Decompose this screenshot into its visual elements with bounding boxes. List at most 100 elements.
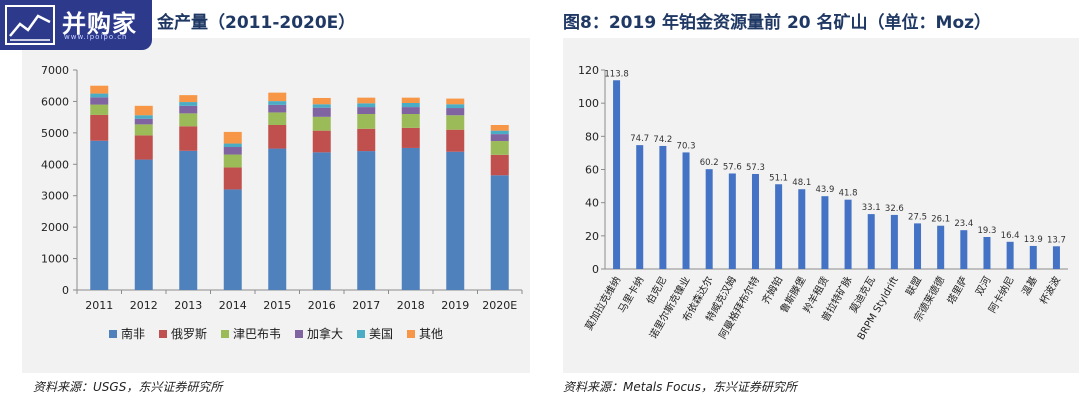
bar-data-label: 57.3 [746, 163, 765, 173]
stacked-bar-segment [134, 124, 153, 136]
stacked-bar-segment [90, 85, 109, 94]
stacked-bar-segment [312, 130, 331, 153]
bar-data-label: 70.3 [677, 141, 696, 151]
stacked-bar-segment [357, 151, 376, 290]
legend-label: 加拿大 [307, 327, 344, 341]
stacked-bar-segment [90, 104, 109, 115]
stacked-bar-segment [223, 189, 242, 290]
stacked-bar-segment [312, 104, 331, 108]
x-tick-label: 2020E [482, 299, 517, 312]
legend-label: 美国 [369, 327, 394, 341]
legend-label: 南非 [120, 327, 145, 341]
legend-item: 俄罗斯 [158, 325, 207, 342]
stacked-bar-segment [90, 97, 109, 105]
stacked-bar-segment [134, 159, 153, 290]
stacked-bar-segment [401, 147, 420, 290]
y-tick-label: 120 [578, 64, 599, 77]
legend-item: 南非 [108, 325, 145, 342]
stacked-bar-segment [90, 93, 109, 98]
legend-item: 其他 [407, 325, 443, 342]
legend-swatch [407, 330, 416, 338]
bar-data-label: 27.5 [908, 212, 927, 222]
y-tick-label: 100 [578, 97, 599, 110]
stacked-bar-segment [490, 134, 509, 142]
bar-data-label: 60.2 [700, 158, 719, 168]
x-tick-label: 齐姆铂 [759, 274, 785, 306]
stacked-bar-segment [490, 125, 509, 131]
right-chart-title: 图8：2019 年铂金资源量前 20 名矿山（单位：Moz） [563, 13, 992, 33]
bar [821, 196, 829, 269]
x-tick-label: 2018 [397, 299, 425, 312]
left-chart-title: 金产量（2011-2020E） [157, 13, 356, 33]
stacked-bar-segment [357, 107, 376, 114]
stacked-bar-segment [268, 101, 287, 105]
stacked-bar-segment [357, 97, 376, 104]
x-tick-label: 莫加拉克维纳 [582, 274, 623, 332]
bar [1052, 246, 1060, 269]
stacked-bar-segment [223, 147, 242, 155]
legend-item: 津巴布韦 [220, 325, 281, 342]
bar-data-label: 16.4 [1001, 231, 1020, 241]
bar [867, 214, 875, 269]
stacked-bar-segment [268, 112, 287, 125]
x-tick-label: 双河 [973, 275, 993, 298]
legend-label: 其他 [419, 327, 444, 341]
y-tick-label: 40 [585, 197, 599, 210]
x-tick-label: 2015 [263, 299, 291, 312]
bar [775, 184, 783, 269]
bar-data-label: 43.9 [815, 185, 834, 195]
stacked-bar-segment [268, 125, 287, 149]
legend-item: 美国 [357, 325, 393, 342]
x-tick-label: 塔里萨 [944, 274, 970, 306]
legend-swatch [357, 330, 366, 338]
bar-data-label: 113.8 [604, 69, 628, 79]
y-tick-label: 80 [585, 130, 599, 143]
chart-logo-icon [5, 5, 55, 45]
stacked-bar-segment [223, 154, 242, 168]
stacked-bar-segment [490, 130, 509, 135]
bar [844, 199, 852, 269]
stacked-bar-segment [446, 129, 465, 152]
x-tick-label: 2014 [219, 299, 247, 312]
stacked-bar-segment [179, 126, 198, 151]
bar-data-label: 51.1 [769, 173, 788, 183]
stacked-bar-segment [312, 116, 331, 131]
stacked-bar-segment [312, 152, 331, 290]
stacked-bar-segment [446, 151, 465, 290]
stacked-bar-segment [446, 98, 465, 105]
left-source-note: 资料来源：USGS，东兴证券研究所 [33, 380, 223, 394]
stacked-bar-segment [490, 154, 509, 176]
stacked-bar-segment [134, 118, 153, 125]
x-tick-label: 2013 [174, 299, 202, 312]
logo-url: www.ipoipo.cn [64, 33, 128, 41]
bar-data-label: 32.6 [885, 204, 904, 214]
right-source-note: 资料来源：Metals Focus，东兴证券研究所 [563, 380, 797, 394]
bar-data-label: 74.2 [653, 135, 672, 145]
x-tick-label: 2016 [308, 299, 336, 312]
y-tick-label: 6000 [41, 95, 69, 108]
legend-swatch [295, 330, 303, 338]
y-tick-label: 2000 [41, 221, 69, 234]
bar [659, 145, 667, 269]
y-tick-label: 60 [585, 164, 599, 177]
stacked-bar-segment [223, 131, 242, 144]
bar [937, 225, 945, 269]
stacked-bar-segment [268, 148, 287, 290]
bar [914, 223, 922, 269]
bar [751, 173, 759, 269]
legend-swatch [220, 330, 229, 338]
y-tick-label: 5000 [41, 127, 69, 140]
bar-data-label: 23.4 [954, 219, 973, 229]
stacked-bar-segment [268, 92, 287, 102]
bar [636, 145, 644, 269]
bar [798, 189, 806, 269]
stacked-bar-segment [312, 107, 331, 117]
stacked-bar-segment [90, 114, 109, 141]
brand-logo: 并购家 www.ipoipo.cn [0, 0, 152, 50]
stacked-bar-segment [312, 97, 331, 105]
bar-data-label: 74.7 [630, 134, 649, 144]
bar-data-label: 13.7 [1047, 235, 1066, 245]
bar-data-label: 19.3 [978, 226, 997, 236]
legend-label: 津巴布韦 [232, 327, 281, 341]
stacked-bar-segment [90, 140, 109, 290]
